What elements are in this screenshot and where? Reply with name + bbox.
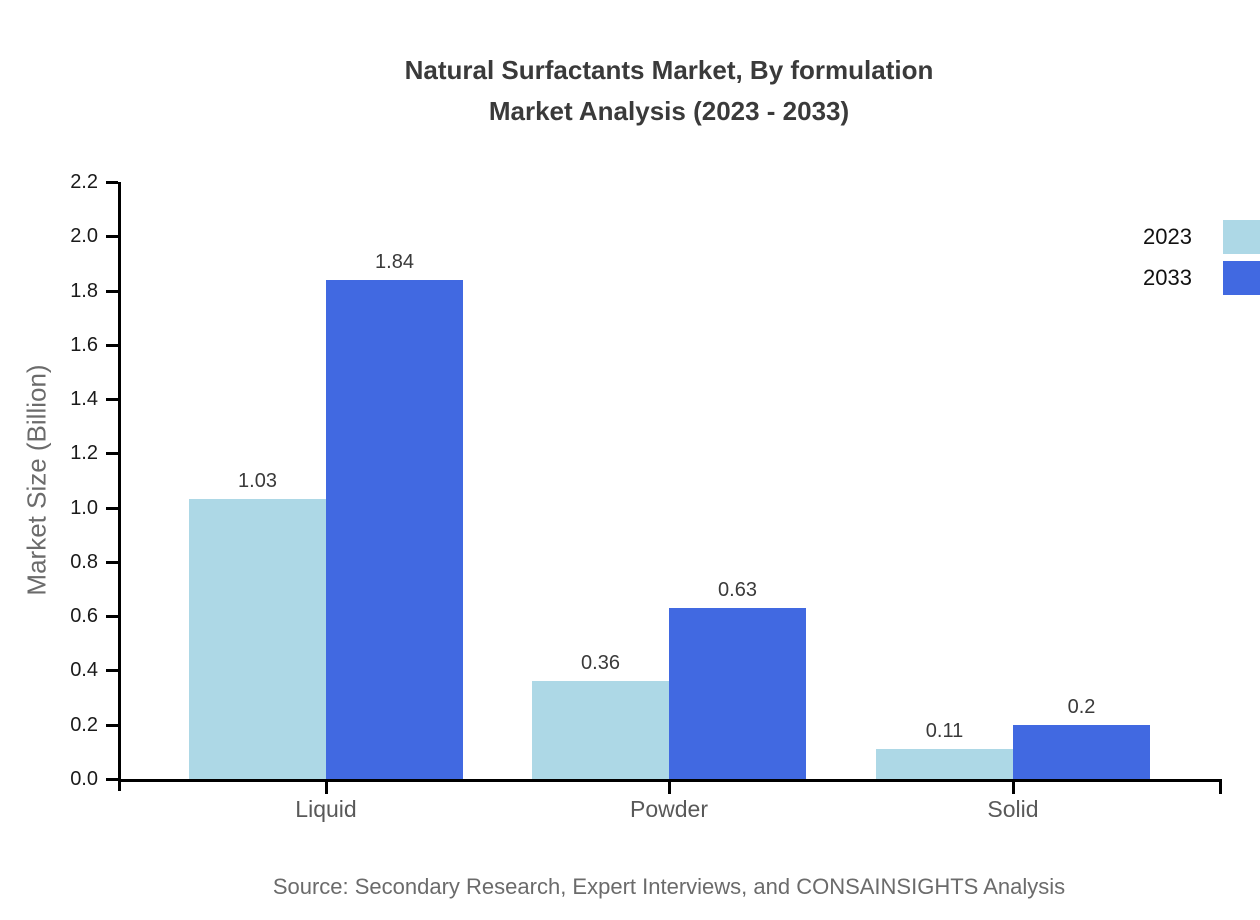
legend-label-2033: 2033 bbox=[1143, 265, 1192, 290]
x-category-label: Liquid bbox=[295, 796, 357, 822]
y-tick-mark bbox=[106, 669, 118, 673]
bar-value-label: 0.2 bbox=[1067, 695, 1096, 718]
bar-2033-liquid bbox=[326, 279, 463, 779]
legend-label-2023: 2023 bbox=[1143, 224, 1192, 249]
bar-2033-solid bbox=[1013, 724, 1150, 779]
y-tick-label: 0.2 bbox=[70, 713, 98, 736]
y-tick-mark bbox=[106, 506, 118, 510]
bar-2023-liquid bbox=[189, 499, 326, 779]
y-tick-mark bbox=[106, 452, 118, 456]
bar-2023-solid bbox=[876, 749, 1013, 779]
y-tick-mark bbox=[106, 181, 118, 184]
bar-value-label: 0.63 bbox=[718, 579, 757, 602]
bar-2023-powder bbox=[532, 681, 669, 779]
y-tick-mark bbox=[106, 723, 118, 727]
y-tick-label: 1.4 bbox=[70, 388, 98, 411]
bar-value-label: 0.36 bbox=[581, 652, 620, 675]
y-tick-mark bbox=[106, 235, 118, 239]
x-axis-end-cap bbox=[1219, 779, 1222, 794]
y-tick-mark bbox=[106, 343, 118, 347]
source-note: Source: Secondary Research, Expert Inter… bbox=[272, 874, 1066, 899]
y-tick-label: 1.8 bbox=[70, 279, 98, 302]
y-tick-label: 0.6 bbox=[70, 605, 98, 628]
x-category-label: Powder bbox=[630, 796, 708, 822]
y-tick-label: 2.0 bbox=[70, 225, 98, 248]
bar-2033-powder bbox=[669, 608, 806, 779]
chart-title-line1: Natural Surfactants Market, By formulati… bbox=[404, 55, 934, 85]
chart-title: Natural Surfactants Market, By formulati… bbox=[117, 50, 1221, 132]
y-axis-line bbox=[118, 182, 121, 791]
chart-title-line2: Market Analysis (2023 - 2033) bbox=[488, 96, 850, 126]
bar-value-label: 1.84 bbox=[375, 250, 414, 273]
y-tick-label: 1.2 bbox=[70, 442, 98, 465]
bar-value-label: 1.03 bbox=[238, 470, 277, 493]
legend-swatch-2033 bbox=[1223, 261, 1260, 295]
legend-swatch-2023 bbox=[1223, 220, 1260, 254]
y-tick-label: 2.2 bbox=[70, 171, 98, 193]
y-tick-label: 1.6 bbox=[70, 333, 98, 356]
y-tick-mark bbox=[106, 398, 118, 402]
x-axis-line bbox=[118, 779, 1222, 782]
x-tick-mark bbox=[324, 782, 328, 794]
x-tick-mark bbox=[1011, 782, 1015, 794]
y-tick-mark bbox=[106, 560, 118, 564]
x-category-label: Solid bbox=[987, 796, 1039, 822]
y-tick-label: 1.0 bbox=[70, 496, 98, 519]
y-tick-mark bbox=[106, 289, 118, 293]
y-tick-mark bbox=[106, 615, 118, 619]
x-tick-mark bbox=[667, 782, 671, 794]
y-tick-mark bbox=[106, 778, 118, 781]
y-tick-label: 0.0 bbox=[70, 768, 98, 790]
y-tick-label: 0.4 bbox=[70, 659, 98, 682]
bar-value-label: 0.11 bbox=[925, 720, 964, 743]
y-tick-label: 0.8 bbox=[70, 550, 98, 573]
